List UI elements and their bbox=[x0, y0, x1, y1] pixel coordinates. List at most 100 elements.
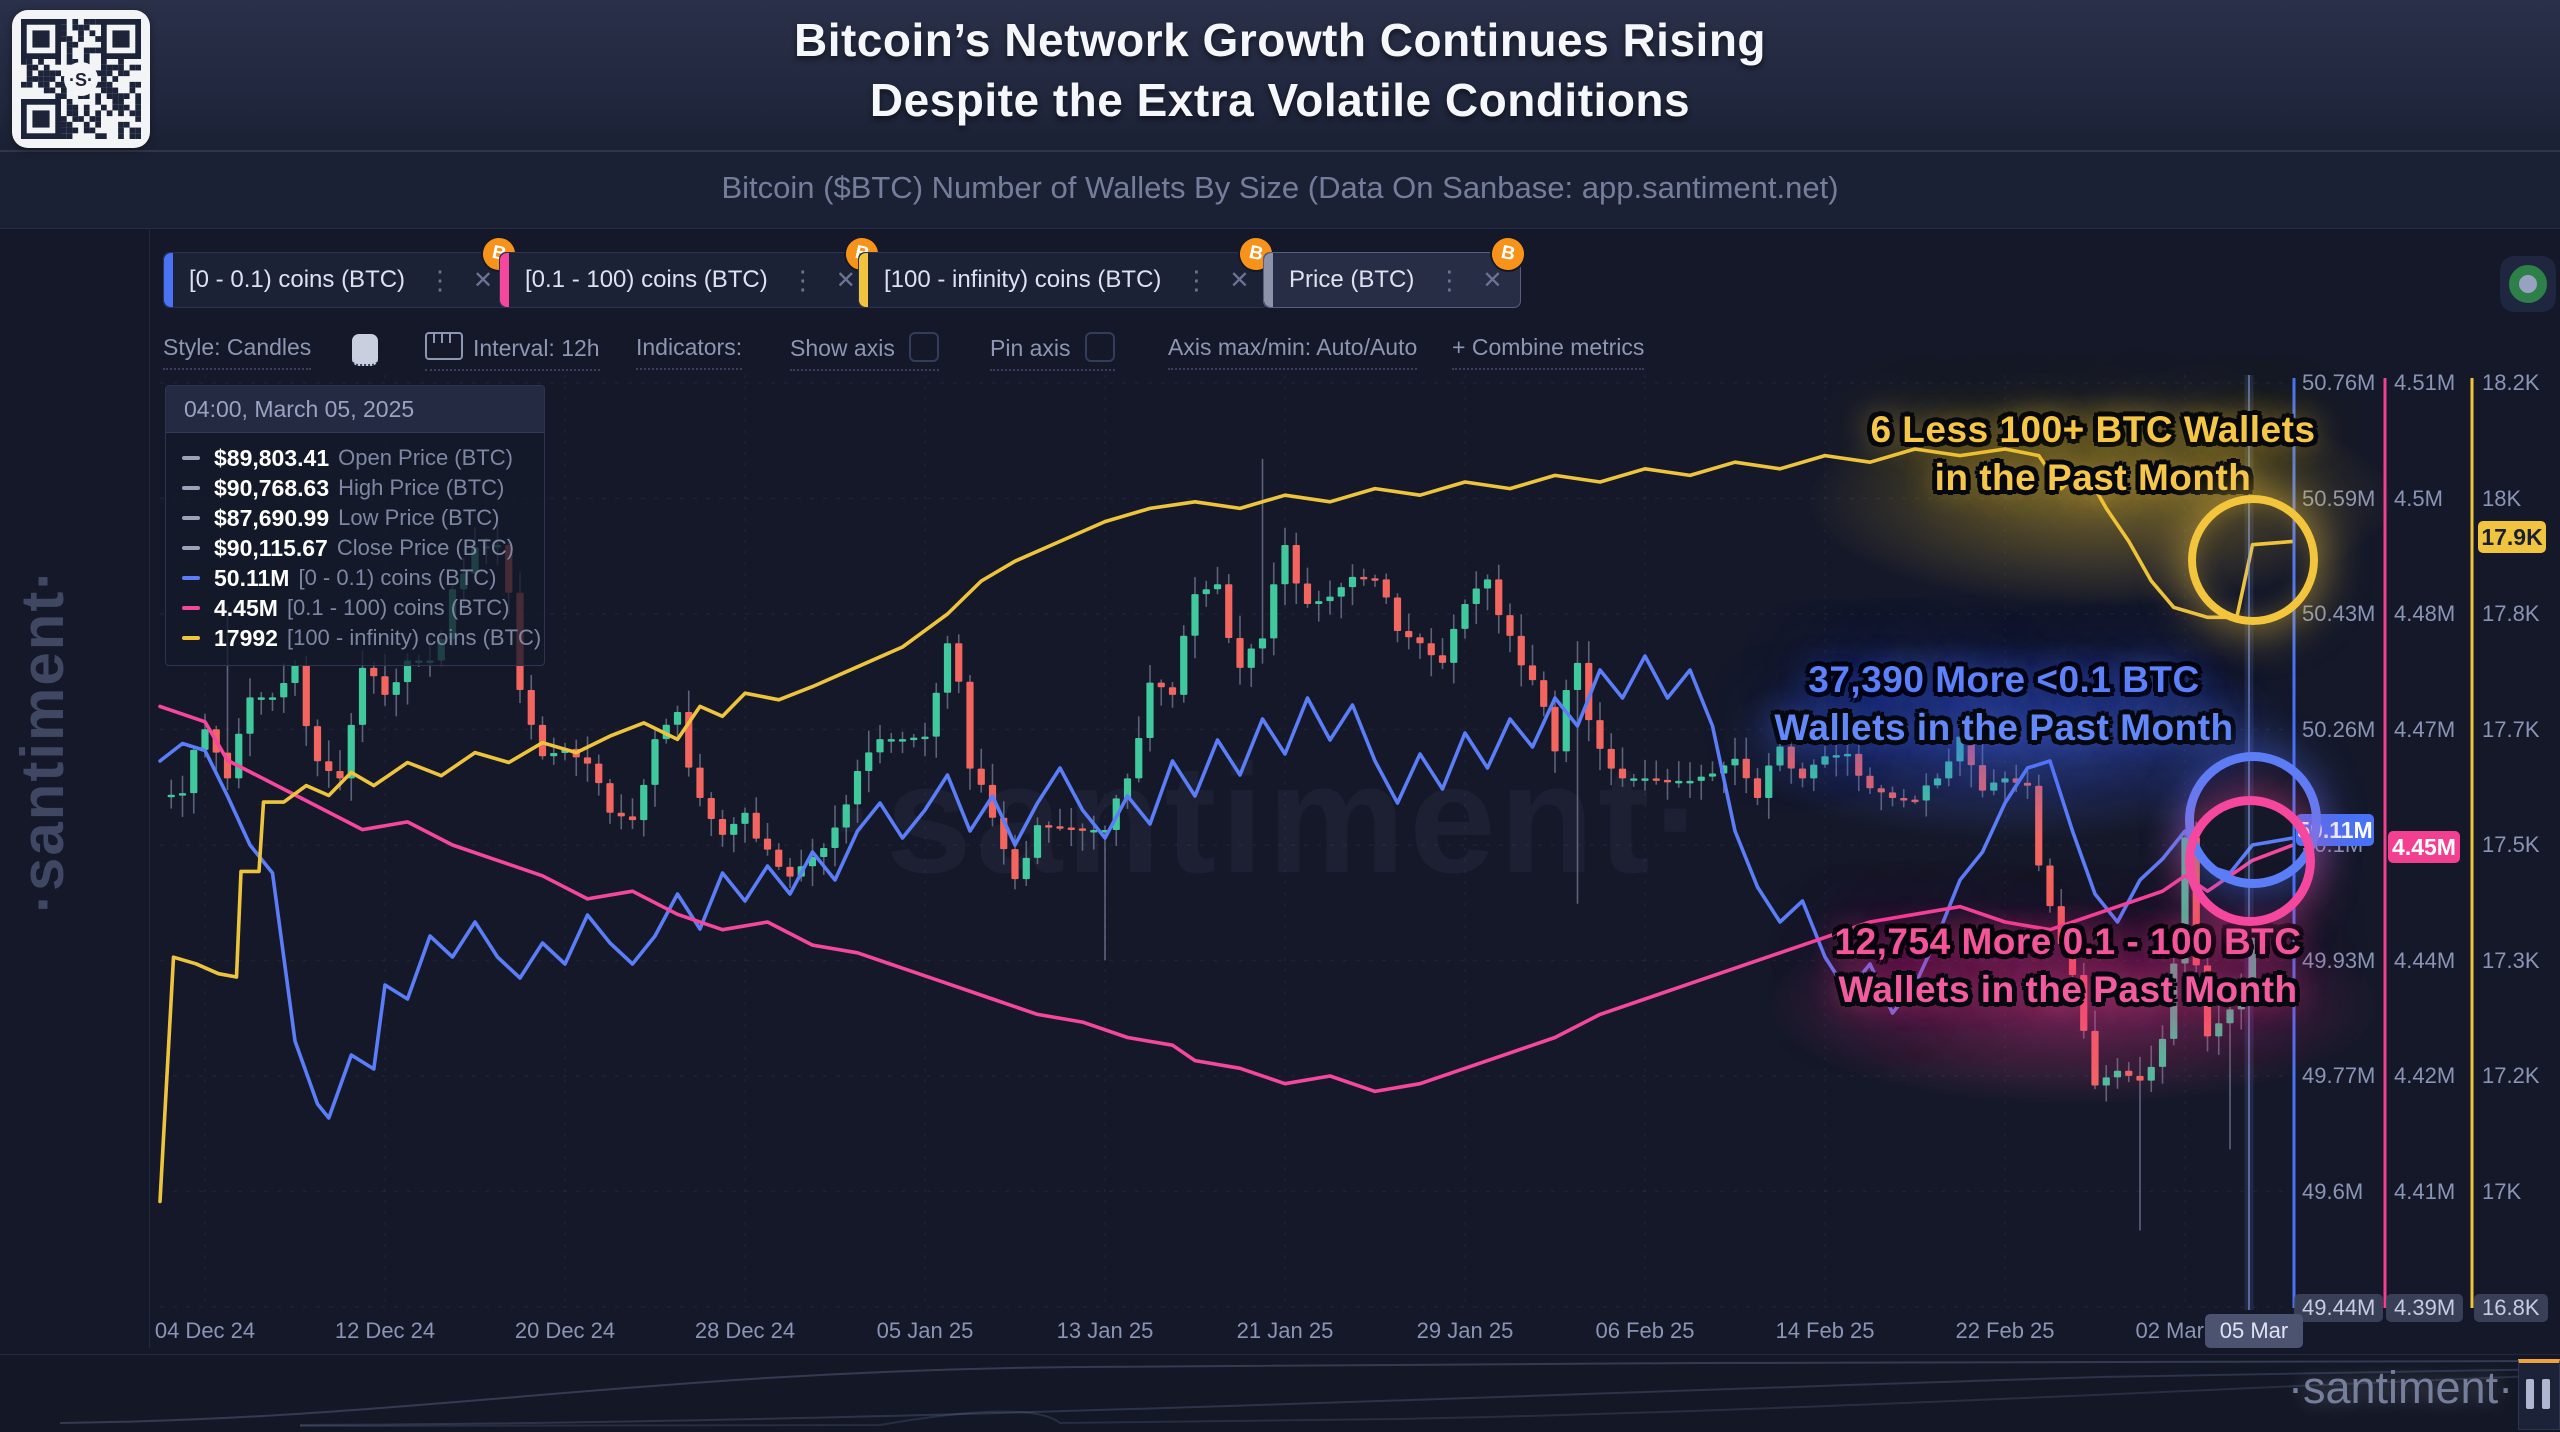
qr-pattern: ·S· bbox=[21, 19, 141, 139]
tooltip-label: [100 - infinity) coins (BTC) bbox=[286, 625, 542, 650]
annotation-line1: 12,754 More 0.1 - 100 BTC bbox=[1834, 921, 2302, 962]
tooltip-row: 17992 [100 - infinity) coins (BTC) bbox=[182, 623, 541, 653]
y-tick-label: 50.76M bbox=[2302, 370, 2376, 395]
tooltip-value: $87,690.99 bbox=[214, 504, 330, 531]
chart-tooltip: 04:00, March 05, 2025 $89,803.41 Open Pri… bbox=[165, 385, 545, 666]
tab-wallets-0-01[interactable]: [0 - 0.1) coins (BTC) ⋮ ✕ B bbox=[163, 232, 521, 308]
y-tick-label: 17.2K bbox=[2482, 1063, 2540, 1088]
tab-label: Price (BTC) bbox=[1289, 266, 1415, 293]
series-dash-icon bbox=[182, 636, 200, 640]
y-tick-label: 4.5M bbox=[2394, 485, 2443, 511]
close-icon[interactable]: ✕ bbox=[1482, 266, 1503, 294]
tab-label: [0.1 - 100) coins (BTC) bbox=[525, 266, 768, 293]
annotation-line2: in the Past Month bbox=[1934, 457, 2252, 498]
tab-wallets-100-inf[interactable]: [100 - infinity) coins (BTC) ⋮ ✕ B bbox=[858, 232, 1277, 308]
tab-wallets-01-100[interactable]: [0.1 - 100) coins (BTC) ⋮ ✕ B bbox=[499, 232, 884, 308]
highlight-circle-pink bbox=[2185, 796, 2315, 926]
y-tick-label: 4.51M bbox=[2394, 370, 2456, 395]
annotation-line1: 6 Less 100+ BTC Wallets bbox=[1870, 409, 2316, 450]
tooltip-row: $90,768.63 High Price (BTC) bbox=[182, 473, 528, 503]
style-selector[interactable]: Style: Candles bbox=[163, 332, 312, 370]
tooltip-label: Close Price (BTC) bbox=[336, 535, 515, 560]
y-tick-label: 17.5K bbox=[2482, 832, 2540, 857]
tab-accent-bar bbox=[164, 253, 173, 307]
series-dash-icon bbox=[182, 456, 200, 460]
x-tick-label: 13 Jan 25 bbox=[1056, 1318, 1154, 1343]
show-axis-checkbox[interactable] bbox=[908, 332, 939, 362]
page-subtitle: Bitcoin ($BTC) Number of Wallets By Size… bbox=[721, 170, 1839, 205]
record-status-icon bbox=[2509, 265, 2547, 303]
tooltip-label: Low Price (BTC) bbox=[338, 505, 500, 530]
pin-axis-label: Pin axis bbox=[990, 335, 1071, 361]
x-tick-label: 04 Dec 24 bbox=[154, 1318, 256, 1343]
y-tick-label: 4.47M bbox=[2394, 716, 2456, 742]
navigator-range-handle[interactable] bbox=[2518, 1359, 2560, 1430]
axis-maxmin-selector[interactable]: Axis max/min: Auto/Auto bbox=[1168, 332, 1418, 370]
subtitle-strip: Bitcoin ($BTC) Number of Wallets By Size… bbox=[0, 152, 2560, 228]
kebab-menu-icon[interactable]: ⋮ bbox=[427, 264, 454, 295]
watermark-center: ·santiment· bbox=[830, 732, 1710, 905]
pin-axis-toggle[interactable]: Pin axis bbox=[990, 332, 1115, 371]
series-dash-icon bbox=[182, 606, 200, 610]
drag-handle-icon bbox=[2526, 1379, 2534, 1409]
annotation-100btc-wallets: 6 Less 100+ BTC Wallets in the Past Mont… bbox=[1833, 406, 2353, 502]
combine-metrics-label: Combine metrics bbox=[1471, 334, 1645, 360]
last-value-badge-pink: 4.45M bbox=[2388, 831, 2460, 863]
y-tick-label: 17.8K bbox=[2482, 601, 2540, 626]
watermark-left: ·santiment· bbox=[9, 567, 76, 913]
tooltip-value: $90,768.63 bbox=[214, 474, 330, 501]
y-tick-label: 18K bbox=[2482, 485, 2522, 511]
tab-price-btc[interactable]: Price (BTC) ⋮ ✕ B bbox=[1263, 232, 1530, 308]
status-button[interactable] bbox=[2500, 256, 2556, 312]
y-tick-label: 16.8K bbox=[2474, 1294, 2548, 1322]
timeline-navigator[interactable] bbox=[0, 1354, 2560, 1432]
y-tick-label: 17K bbox=[2482, 1178, 2522, 1204]
y-tick-label: 50.43M bbox=[2302, 601, 2376, 626]
series-dash-icon bbox=[182, 576, 200, 580]
tab-accent-bar bbox=[859, 253, 868, 307]
tab-accent-bar bbox=[1264, 253, 1273, 307]
close-icon[interactable]: ✕ bbox=[835, 266, 856, 294]
tooltip-label: [0.1 - 100) coins (BTC) bbox=[286, 595, 510, 620]
qr-code: ·S· bbox=[12, 10, 150, 148]
tab-accent-bar bbox=[500, 253, 509, 307]
page-title-line2: Despite the Extra Volatile Conditions bbox=[869, 74, 1691, 126]
annotation-small-wallets: 37,390 More <0.1 BTC Wallets in the Past… bbox=[1744, 656, 2264, 752]
kebab-menu-icon[interactable]: ⋮ bbox=[789, 264, 816, 295]
tooltip-label: High Price (BTC) bbox=[338, 475, 505, 500]
x-tick-label: 14 Feb 25 bbox=[1775, 1318, 1875, 1343]
kebab-menu-icon[interactable]: ⋮ bbox=[1436, 264, 1463, 295]
y-tick-label: 17.7K bbox=[2482, 716, 2540, 742]
tooltip-value: 50.11M bbox=[214, 564, 290, 591]
tooltip-timestamp: 04:00, March 05, 2025 bbox=[166, 386, 544, 433]
plus-icon: + bbox=[1452, 334, 1466, 360]
santiment-logo: ·santiment· bbox=[2288, 1362, 2514, 1413]
x-tick-label: 28 Dec 24 bbox=[694, 1318, 796, 1343]
interval-selector[interactable]: Interval: 12h bbox=[425, 332, 600, 371]
style-swatch[interactable] bbox=[352, 334, 378, 366]
annotation-line1: 37,390 More <0.1 BTC bbox=[1808, 659, 2200, 700]
y-tick-label: 4.42M bbox=[2394, 1063, 2456, 1088]
highlight-circle-yellow bbox=[2188, 495, 2318, 625]
y-tick-label: 17.3K bbox=[2482, 947, 2540, 973]
tooltip-value: 17992 bbox=[214, 624, 278, 651]
annotation-mid-wallets: 12,754 More 0.1 - 100 BTC Wallets in the… bbox=[1788, 918, 2348, 1014]
x-tick-label: 20 Dec 24 bbox=[514, 1318, 616, 1343]
tooltip-row: $87,690.99 Low Price (BTC) bbox=[182, 503, 528, 533]
close-icon[interactable]: ✕ bbox=[1229, 266, 1250, 294]
pin-axis-checkbox[interactable] bbox=[1084, 332, 1115, 362]
kebab-menu-icon[interactable]: ⋮ bbox=[1183, 264, 1210, 295]
navigator-preview bbox=[59, 1360, 2560, 1427]
close-icon[interactable]: ✕ bbox=[473, 266, 494, 294]
series-dash-icon bbox=[182, 546, 200, 550]
indicators-menu[interactable]: Indicators: bbox=[636, 332, 743, 370]
combine-metrics-button[interactable]: + Combine metrics bbox=[1452, 332, 1645, 370]
x-tick-label: 21 Jan 25 bbox=[1236, 1318, 1334, 1343]
tooltip-value: 4.45M bbox=[214, 594, 278, 621]
interval-icon bbox=[425, 332, 463, 360]
y-tick-label: 4.44M bbox=[2394, 947, 2456, 973]
x-tick-label: 06 Feb 25 bbox=[1595, 1318, 1695, 1343]
annotation-line2: Wallets in the Past Month bbox=[1774, 707, 2234, 748]
show-axis-toggle[interactable]: Show axis bbox=[790, 332, 939, 371]
